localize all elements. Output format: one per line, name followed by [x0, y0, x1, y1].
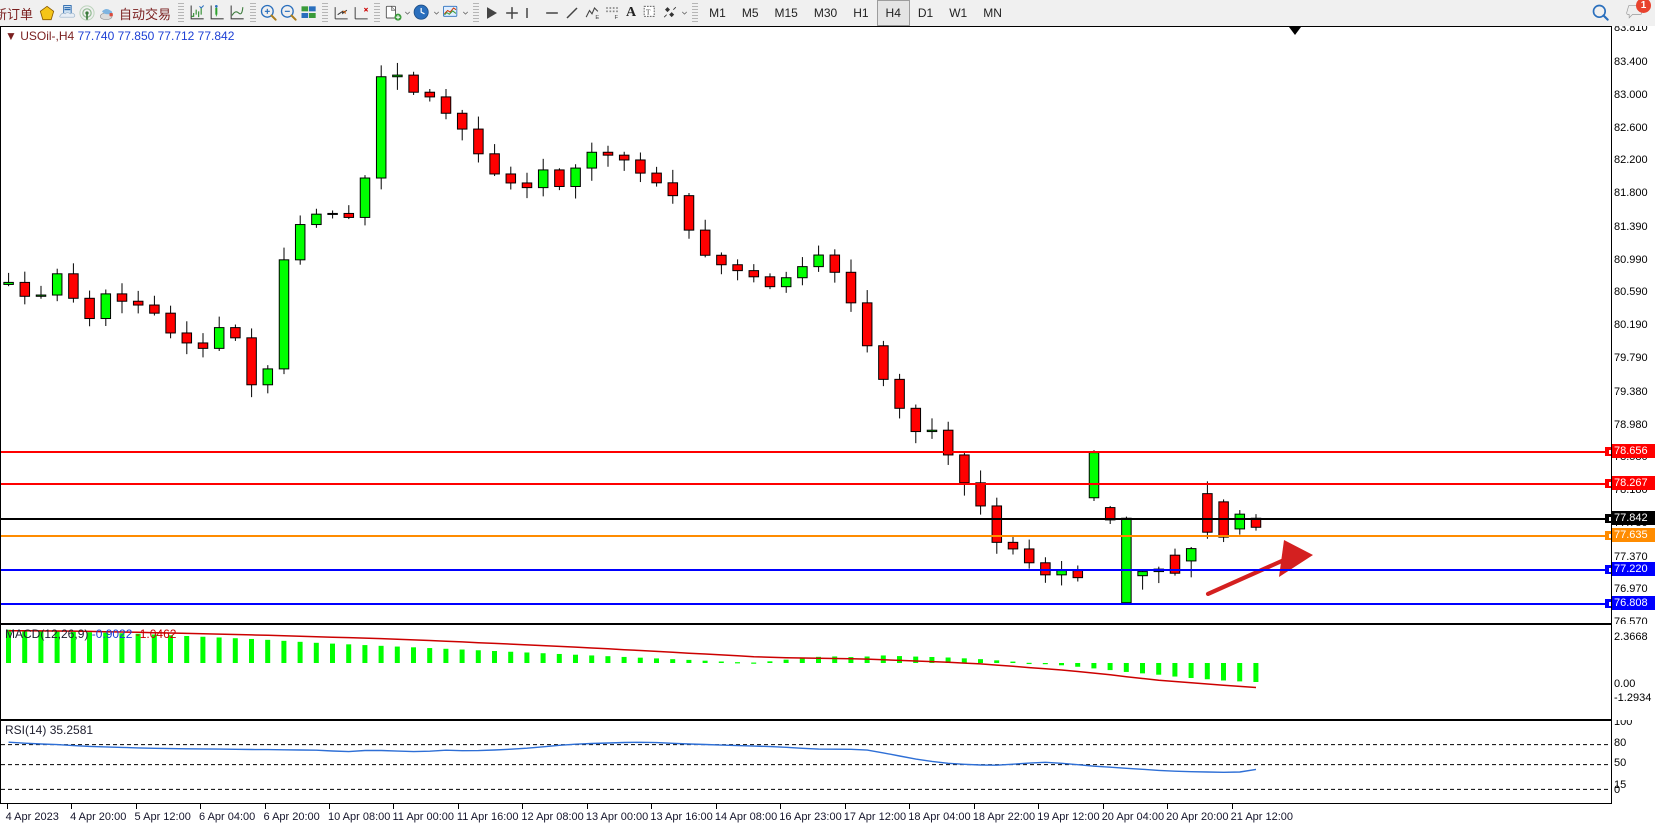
svg-text:F: F: [615, 15, 619, 21]
svg-text:E: E: [595, 15, 599, 21]
svg-text:T: T: [646, 8, 651, 17]
